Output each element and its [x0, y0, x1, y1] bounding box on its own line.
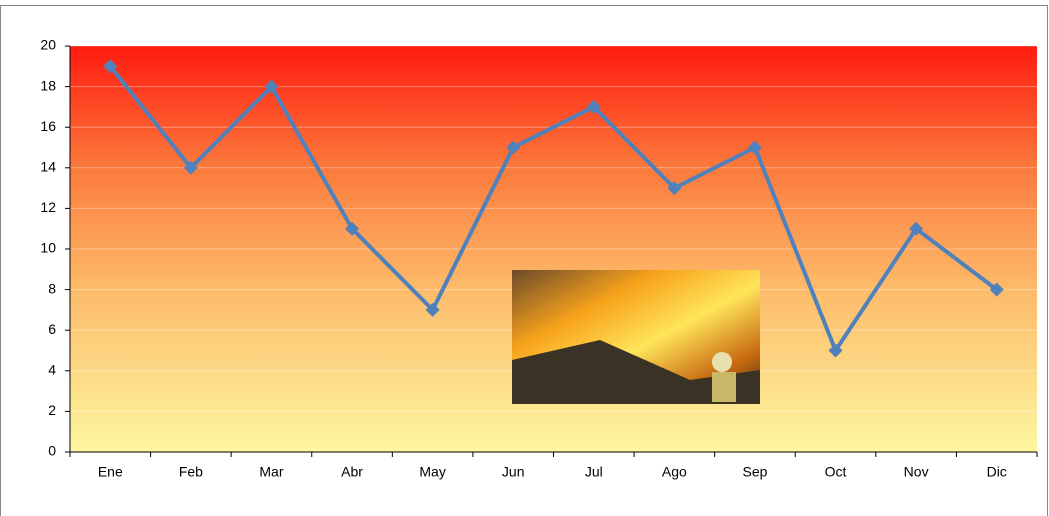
x-tick-label: Jun: [502, 464, 525, 480]
y-tick-label: 18: [40, 77, 56, 93]
chart-frame: [0, 5, 1048, 516]
y-tick-label: 14: [40, 159, 56, 175]
marker: [667, 181, 682, 196]
x-tick-label: Feb: [179, 464, 203, 480]
photo-helmet: [712, 352, 732, 372]
marker: [909, 221, 924, 236]
y-tick-label: 8: [48, 280, 56, 296]
photo-firefighter: [712, 372, 736, 402]
y-tick-label: 12: [40, 199, 56, 215]
x-tick-label: Nov: [904, 464, 929, 480]
marker: [989, 282, 1004, 297]
y-tick-label: 20: [40, 37, 56, 53]
x-tick-label: Mar: [259, 464, 283, 480]
y-tick-label: 2: [48, 402, 56, 418]
x-tick-label: Ago: [662, 464, 687, 480]
marker: [586, 99, 601, 114]
marker: [183, 160, 198, 175]
marker: [828, 343, 843, 358]
photo-hill: [512, 340, 760, 404]
x-tick-label: Ene: [98, 464, 123, 480]
x-tick-label: Dic: [987, 464, 1007, 480]
y-tick-label: 6: [48, 321, 56, 337]
x-tick-label: May: [419, 464, 445, 480]
x-tick-label: Sep: [742, 464, 767, 480]
x-tick-label: Oct: [825, 464, 847, 480]
marker: [747, 140, 762, 155]
marker: [345, 221, 360, 236]
y-tick-label: 0: [48, 443, 56, 459]
x-tick-label: Jul: [585, 464, 603, 480]
marker: [103, 59, 118, 74]
marker: [425, 302, 440, 317]
photo: [512, 270, 760, 404]
x-tick-label: Abr: [341, 464, 363, 480]
marker: [264, 79, 279, 94]
y-tick-label: 10: [40, 240, 56, 256]
y-tick-label: 16: [40, 118, 56, 134]
line: [108, 65, 998, 353]
marker: [506, 140, 521, 155]
y-tick-label: 4: [48, 362, 56, 378]
